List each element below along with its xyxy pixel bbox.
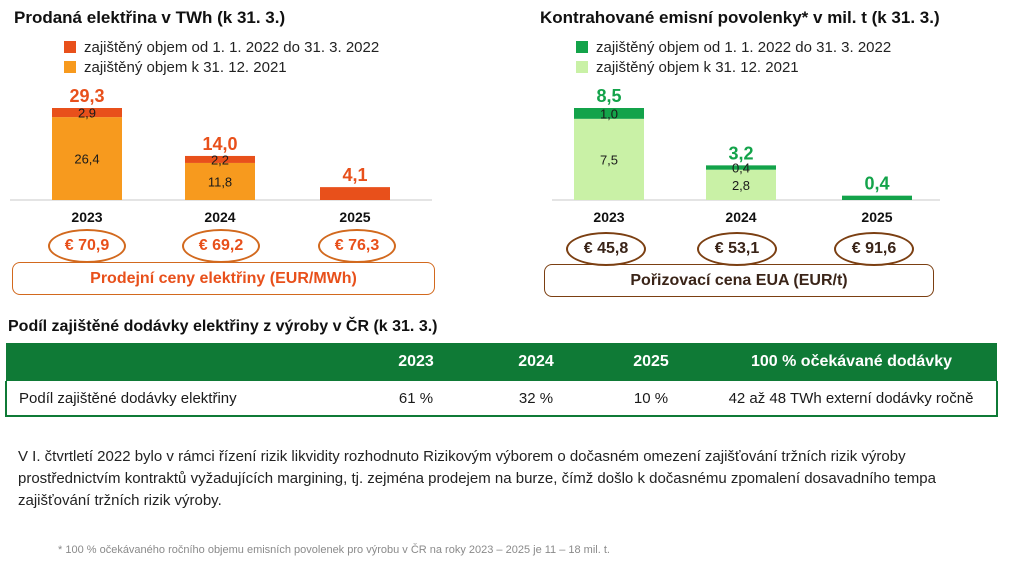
segment-label: 7,5	[600, 152, 618, 167]
table-cell: 61 %	[356, 381, 476, 417]
table-cell: 32 %	[476, 381, 596, 417]
electricity-chart-title: Prodaná elektřina v TWh (k 31. 3.)	[14, 8, 286, 27]
total-label: 4,1	[342, 165, 367, 185]
footnote: * 100 % očekávaného ročního objemu emisn…	[58, 544, 610, 556]
legend-swatch	[64, 41, 76, 53]
bar-segment	[574, 118, 644, 200]
table-cell: 42 až 48 TWh externí dodávky ročně	[706, 381, 998, 417]
price-ellipse: € 45,8	[566, 232, 646, 266]
electricity-legend: zajištěný objem od 1. 1. 2022 do 31. 3. …	[64, 37, 379, 77]
legend-swatch	[64, 61, 76, 73]
bar-segment	[185, 155, 255, 163]
bar-segment	[185, 162, 255, 200]
bar-segment	[52, 108, 122, 118]
total-label: 14,0	[202, 134, 237, 154]
table-row: Podíl zajištěné dodávky elektřiny 61 % 3…	[5, 381, 998, 417]
total-label: 0,4	[864, 174, 889, 194]
electricity-price-label: Prodejní ceny elektřiny (EUR/MWh)	[12, 262, 435, 295]
bar-segment	[842, 195, 912, 200]
legend-item: zajištěný objem k 31. 12. 2021	[64, 57, 379, 77]
table-header: 2023	[356, 343, 476, 381]
segment-label: 2,2	[211, 152, 229, 167]
price-ellipse: € 69,2	[182, 229, 260, 263]
eua-price-label: Pořizovací cena EUA (EUR/t)	[544, 264, 934, 297]
segment-label: 2,9	[78, 106, 96, 121]
bar-segment	[320, 187, 390, 200]
table-cell: 10 %	[596, 381, 706, 417]
table-header	[6, 343, 356, 381]
segment-label: 2,8	[732, 178, 750, 193]
segment-label: 26,4	[74, 152, 99, 167]
risk-note: V I. čtvrtletí 2022 bylo v rámci řízení …	[18, 448, 936, 509]
segment-label: 11,8	[208, 174, 232, 189]
category-label: 2024	[725, 209, 756, 225]
table-header: 100 % očekávané dodávky	[706, 343, 997, 381]
bar-segment	[574, 108, 644, 119]
category-label: 2023	[593, 209, 624, 225]
price-ellipse: € 53,1	[697, 232, 777, 266]
legend-label: zajištěný objem k 31. 12. 2021	[596, 58, 799, 76]
total-label: 29,3	[69, 86, 104, 106]
total-label: 3,2	[728, 143, 753, 163]
segment-label: 0,4	[732, 161, 750, 176]
bar-segment	[52, 117, 122, 200]
table-cell: Podíl zajištěné dodávky elektřiny	[5, 381, 356, 417]
category-label: 2025	[861, 209, 892, 225]
legend-swatch	[576, 41, 588, 53]
category-label: 2025	[339, 209, 370, 225]
legend-swatch	[576, 61, 588, 73]
emission-legend: zajištěný objem od 1. 1. 2022 do 31. 3. …	[576, 37, 891, 77]
total-label: 8,5	[596, 86, 621, 106]
legend-label: zajištěný objem od 1. 1. 2022 do 31. 3. …	[596, 38, 892, 56]
electricity-chart: 26,4 2,929,3 2023 11,8 2,214,0 2024 4,1 2025	[10, 86, 432, 225]
table-header-row: 2023 2024 2025 100 % očekávané dodávky	[6, 343, 997, 381]
bar-segment	[706, 169, 776, 200]
price-ellipse: € 76,3	[318, 229, 396, 263]
legend-label: zajištěný objem od 1. 1. 2022 do 31. 3. …	[84, 38, 380, 56]
legend-label: zajištěný objem k 31. 12. 2021	[84, 58, 287, 76]
segment-label: 1,0	[600, 106, 618, 121]
legend-item: zajištěný objem od 1. 1. 2022 do 31. 3. …	[576, 37, 891, 57]
share-table-title: Podíl zajištěné dodávky elektřiny z výro…	[8, 318, 438, 335]
legend-item: zajištěný objem k 31. 12. 2021	[576, 57, 891, 77]
price-ellipse: € 91,6	[834, 232, 914, 266]
legend-item: zajištěný objem od 1. 1. 2022 do 31. 3. …	[64, 37, 379, 57]
share-table: 2023 2024 2025 100 % očekávané dodávky P…	[5, 343, 998, 417]
bar-segment	[706, 165, 776, 170]
emission-chart-title: Kontrahované emisní povolenky* v mil. t …	[540, 8, 940, 27]
category-label: 2024	[204, 209, 235, 225]
table-header: 2024	[476, 343, 596, 381]
category-label: 2023	[71, 209, 102, 225]
price-ellipse: € 70,9	[48, 229, 126, 263]
table-header: 2025	[596, 343, 706, 381]
